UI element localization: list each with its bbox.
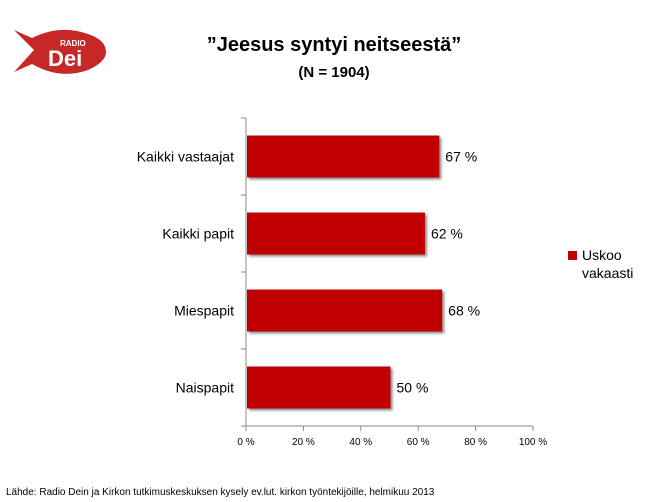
legend-swatch — [568, 251, 577, 260]
radio-dei-logo: RADIO Dei — [14, 29, 106, 74]
logo-dei-text: Dei — [48, 46, 82, 71]
x-tick-label: 100 % — [519, 437, 547, 448]
category-label: Kaikki papit — [162, 226, 234, 242]
data-label: 62 % — [431, 226, 463, 242]
legend-label: Uskoo vakaasti — [582, 247, 634, 281]
category-label: Naispapit — [176, 380, 234, 396]
x-tick-label: 60 % — [407, 437, 430, 448]
chart-title: ”Jeesus syntyi neitseestä” — [206, 34, 462, 56]
x-tick-label: 0 % — [237, 437, 254, 448]
bar — [247, 366, 391, 409]
bar — [247, 212, 425, 255]
source-note: Lähde: Radio Dein ja Kirkon tutkimuskesk… — [6, 487, 435, 498]
bar — [247, 289, 443, 332]
x-tick-label: 40 % — [349, 437, 372, 448]
data-label: 68 % — [448, 303, 480, 319]
category-label: Kaikki vastaajat — [137, 149, 234, 165]
bar — [247, 135, 440, 178]
fish-logo-icon — [14, 29, 106, 74]
logo-radio-text: RADIO — [60, 39, 86, 48]
x-tick-label: 80 % — [464, 437, 487, 448]
chart-subtitle: (N = 1904) — [298, 64, 370, 81]
category-label: Miespapit — [174, 303, 234, 319]
data-label: 50 % — [397, 380, 429, 396]
x-tick-label: 20 % — [292, 437, 315, 448]
data-label: 67 % — [445, 149, 477, 165]
